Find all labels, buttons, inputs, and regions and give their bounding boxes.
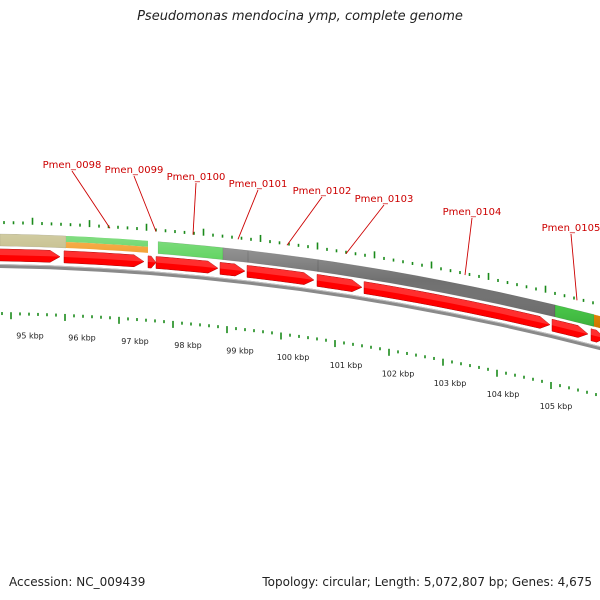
inner-tick-ring — [1, 312, 597, 397]
gene-leader-line — [192, 182, 197, 235]
cds-arrow — [551, 318, 589, 338]
gene-label: Pmen_0100 — [167, 172, 226, 183]
kbp-label: 97 kbp — [121, 337, 149, 346]
gene-label: Pmen_0104 — [443, 207, 502, 218]
accession-text: Accession: NC_009439 — [9, 575, 146, 589]
kbp-label: 95 kbp — [16, 332, 44, 341]
kbp-scale: 95 kbp 96 kbp 97 kbp 98 kbp 99 kbp 100 kbp 101… — [16, 332, 572, 411]
gene-leader-line — [286, 196, 323, 246]
kbp-label: 96 kbp — [68, 334, 96, 343]
kbp-label: 103 kbp — [434, 379, 467, 388]
cds-track — [0, 248, 600, 343]
kbp-label: 105 kbp — [540, 402, 573, 411]
gene-leader-line — [464, 217, 473, 276]
feature-track — [0, 233, 600, 329]
gene-leader-line — [570, 233, 578, 301]
map-title: Pseudomonas mendocina ymp, complete geno… — [137, 9, 463, 24]
cds-arrow — [0, 248, 61, 263]
cds-arrow — [316, 274, 363, 292]
topology-text: Topology: circular; Length: 5,072,807 bp… — [262, 575, 592, 589]
kbp-label: 99 kbp — [226, 347, 254, 356]
cds-arrow — [155, 256, 219, 274]
feature-shading — [0, 234, 600, 329]
kbp-label: 104 kbp — [487, 390, 520, 399]
gene-label: Pmen_0101 — [229, 179, 288, 190]
gene-leader-line — [71, 170, 111, 229]
cds-arrow — [363, 281, 551, 329]
kbp-label: 98 kbp — [174, 341, 202, 350]
cds-arrow — [63, 250, 145, 268]
gene-leader-line — [345, 204, 385, 255]
gene-label: Pmen_0105 — [542, 223, 600, 234]
kbp-label: 102 kbp — [382, 369, 415, 378]
cds-arrow — [147, 255, 157, 269]
cds-arrow — [246, 265, 315, 285]
gene-label: Pmen_0103 — [355, 194, 414, 205]
cds-arrow — [590, 328, 600, 343]
gene-label: Pmen_0098 — [43, 160, 102, 171]
kbp-label: 100 kbp — [277, 353, 310, 362]
gene-label: Pmen_0102 — [293, 186, 352, 197]
kbp-label: 101 kbp — [330, 361, 363, 370]
gene-leader-line — [133, 175, 157, 232]
gene-leader-line — [237, 189, 259, 240]
cds-arrow — [219, 262, 246, 277]
gene-label: Pmen_0099 — [105, 165, 164, 176]
